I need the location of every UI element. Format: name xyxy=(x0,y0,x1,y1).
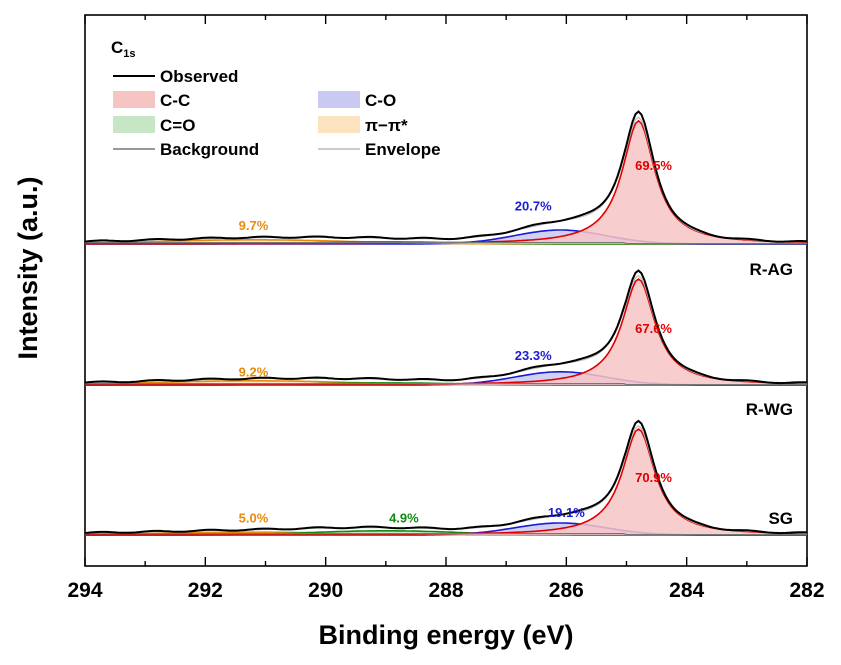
component-line-cc xyxy=(85,277,807,386)
spectra-curves xyxy=(84,110,808,536)
legend-swatch-c-double-o xyxy=(113,116,155,133)
sample-label-r-wg: R-WG xyxy=(746,400,793,419)
envelope-line xyxy=(84,274,807,384)
legend: C1s Observed C-C C-O C=O π−π* Background… xyxy=(111,38,441,159)
percent-label-pi-pi-: 9.2% xyxy=(239,365,269,380)
spectrum-r-wg xyxy=(84,269,808,386)
observed-line xyxy=(84,110,808,243)
legend-label-background: Background xyxy=(160,140,259,159)
legend-swatch-pi-pi xyxy=(318,116,360,133)
background-line xyxy=(85,533,807,536)
envelope-line xyxy=(84,425,807,534)
observed-line xyxy=(84,419,808,535)
percent-label-c-o: 4.9% xyxy=(389,510,419,525)
component-fill-cc xyxy=(85,429,807,535)
spectra-labels: R-AG 69.5% 20.7% 9.7% R-WG 67.6% 23.3% 9.2% SG 70… xyxy=(239,158,793,528)
x-axis-ticks: 294 292 290 288 286 284 282 xyxy=(67,15,825,602)
x-tick-label: 290 xyxy=(308,579,343,602)
legend-label-co: C-O xyxy=(365,91,396,110)
component-fill-cc xyxy=(85,279,807,385)
percent-label-c-c: 69.5% xyxy=(635,158,672,173)
x-tick-label: 284 xyxy=(669,579,704,602)
legend-title: C1s xyxy=(111,38,136,60)
percent-label-pi-pi-: 9.7% xyxy=(239,218,269,233)
x-tick-label: 286 xyxy=(549,579,584,602)
x-tick-label: 282 xyxy=(789,579,824,602)
legend-label-envelope: Envelope xyxy=(365,140,441,159)
background-line xyxy=(85,242,807,245)
component-fill-cc xyxy=(85,120,807,244)
legend-swatch-cc xyxy=(113,91,155,108)
percent-label-c-c: 67.6% xyxy=(635,321,672,336)
legend-label-pi-pi: π−π* xyxy=(365,116,408,135)
percent-label-pi-pi-: 5.0% xyxy=(239,510,269,525)
x-tick-label: 292 xyxy=(188,579,223,602)
percent-label-c-o: 23.3% xyxy=(515,348,552,363)
observed-line xyxy=(84,269,808,385)
percent-label-c-o: 19.1% xyxy=(548,505,585,520)
y-axis-title: Intensity (a.u.) xyxy=(13,176,43,359)
x-axis-title: Binding energy (eV) xyxy=(318,620,573,650)
legend-title-sub: 1s xyxy=(123,48,135,60)
x-tick-label: 294 xyxy=(67,579,102,602)
background-line xyxy=(85,383,807,386)
sample-label-r-ag: R-AG xyxy=(750,260,793,279)
envelope-line xyxy=(85,116,808,243)
legend-swatch-co xyxy=(318,91,360,108)
legend-label-c-double-o: C=O xyxy=(160,116,195,135)
spectrum-r-ag xyxy=(84,110,808,245)
x-tick-label: 288 xyxy=(428,579,463,602)
legend-label-cc: C-C xyxy=(160,91,190,110)
legend-label-observed: Observed xyxy=(160,67,238,86)
component-fill-c-double-o xyxy=(85,530,807,535)
sample-label-sg: SG xyxy=(768,509,793,528)
legend-title-main: C xyxy=(111,38,123,57)
component-line-cc xyxy=(85,427,807,536)
spectrum-sg xyxy=(84,419,808,536)
plot-frame xyxy=(84,14,808,567)
percent-label-c-c: 70.9% xyxy=(635,470,672,485)
percent-label-c-o: 20.7% xyxy=(515,198,552,213)
